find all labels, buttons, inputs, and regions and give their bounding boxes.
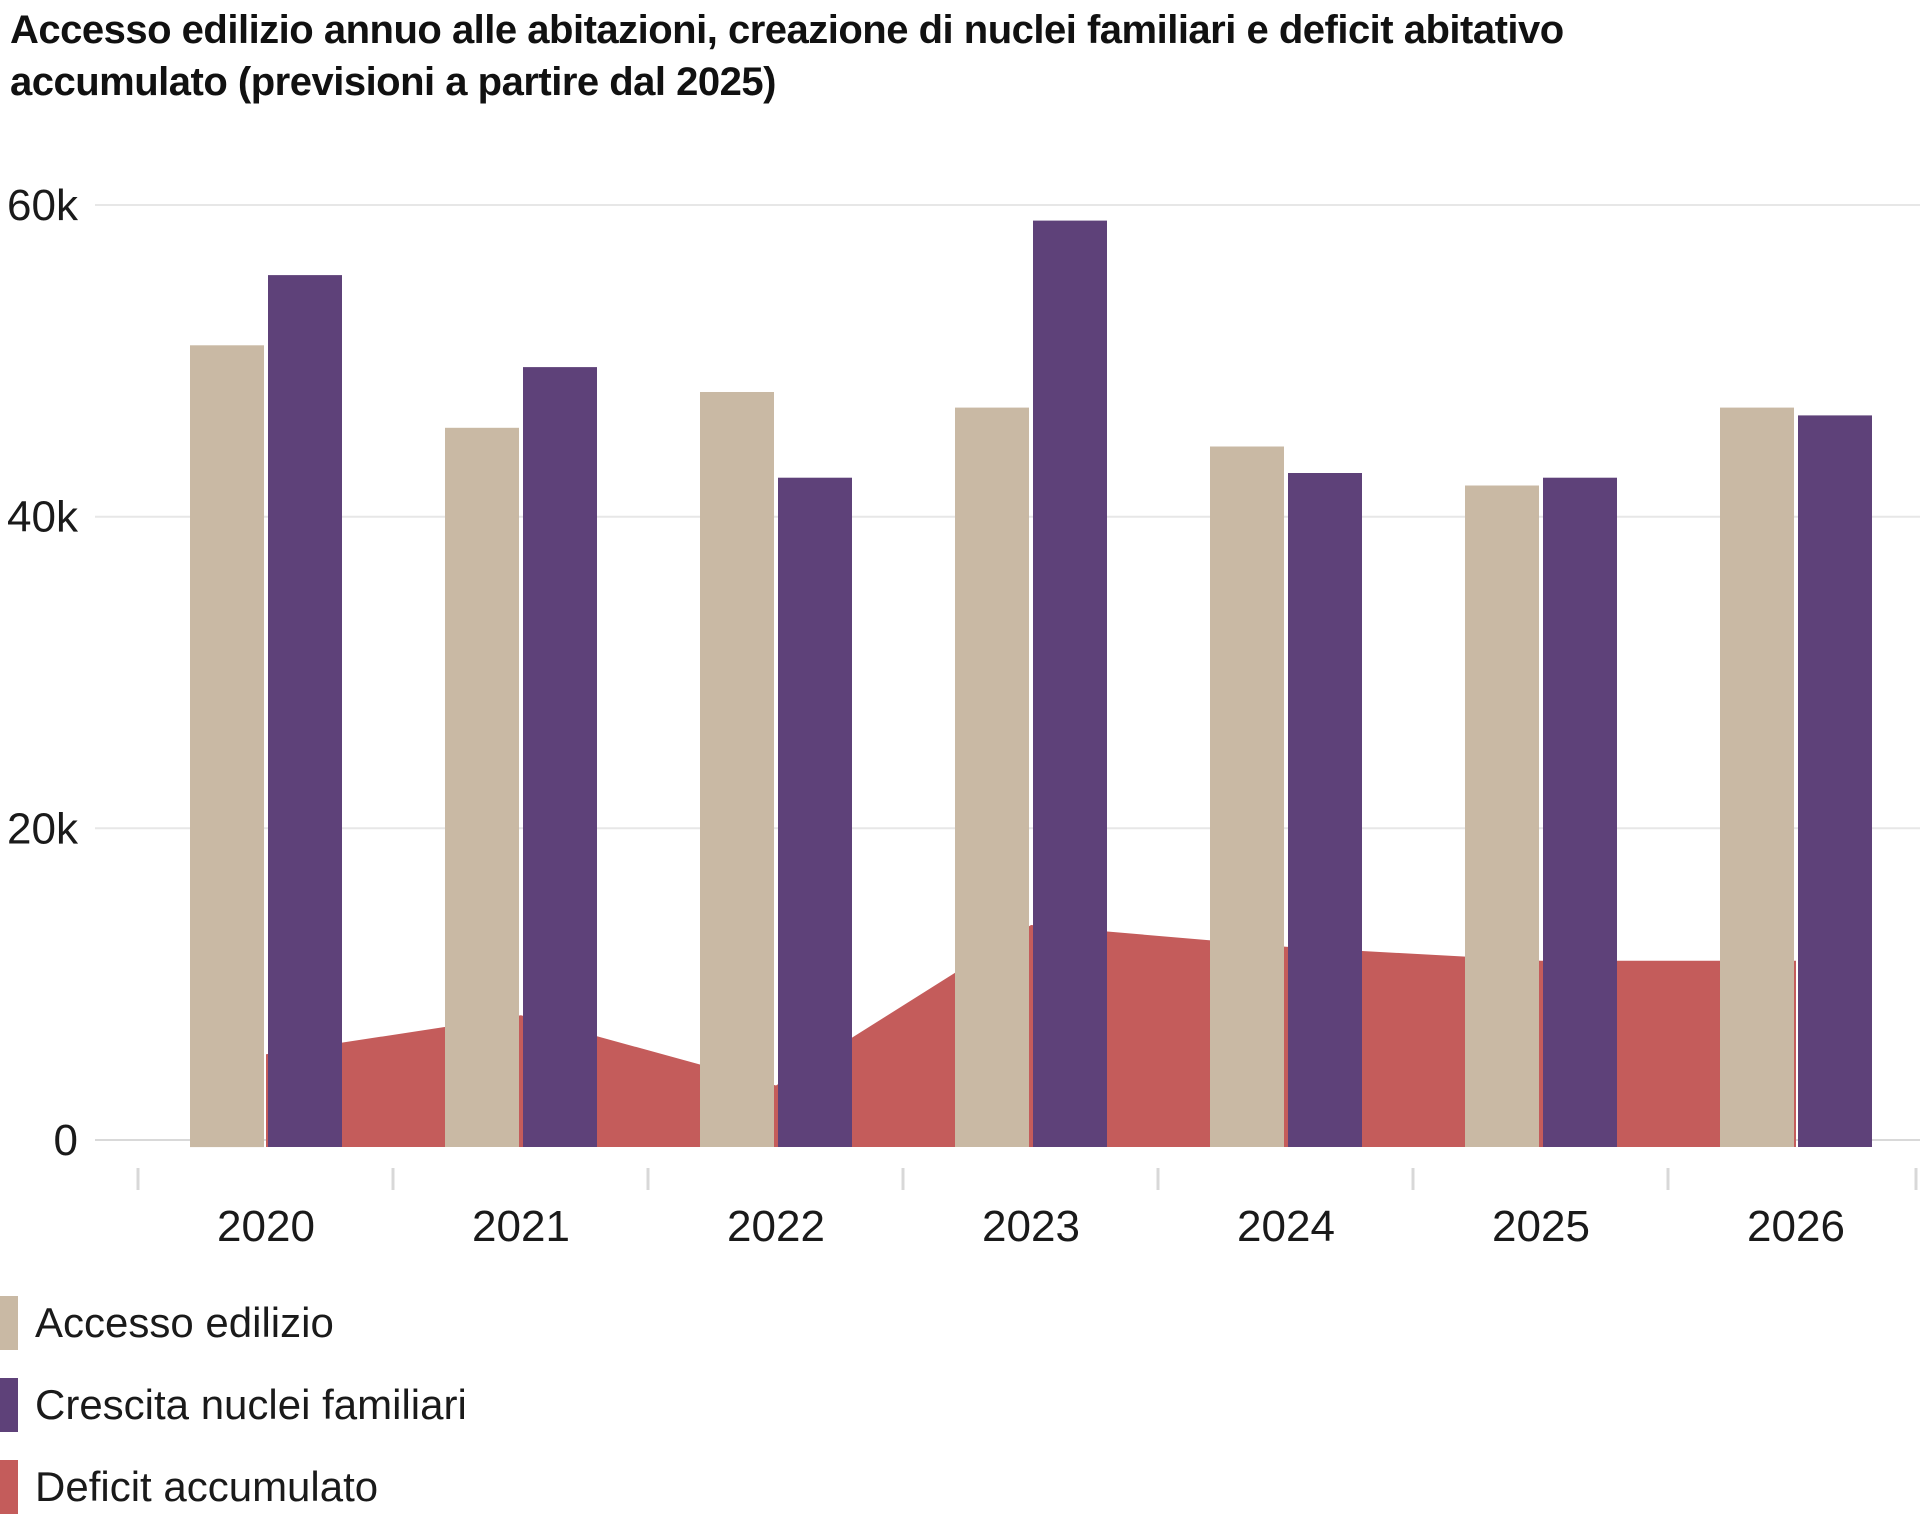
- chart-title: Accesso edilizio annuo alle abitazioni, …: [10, 4, 1890, 108]
- chart-legend: Accesso edilizio Crescita nuclei familia…: [0, 1296, 467, 1517]
- svg-text:0: 0: [54, 1116, 78, 1165]
- accesso-edilizio-swatch-icon: [0, 1296, 18, 1350]
- svg-text:20k: 20k: [7, 804, 79, 853]
- legend-label: Accesso edilizio: [35, 1299, 334, 1346]
- svg-text:2022: 2022: [727, 1202, 825, 1251]
- svg-text:2021: 2021: [472, 1202, 570, 1251]
- legend-label: Deficit accumulato: [35, 1463, 379, 1510]
- svg-text:2026: 2026: [1747, 1202, 1845, 1251]
- chart-title-line1: Accesso edilizio annuo alle abitazioni, …: [10, 8, 1564, 52]
- svg-text:2025: 2025: [1492, 1202, 1590, 1251]
- chart-title-line2: accumulato (previsioni a partire dal 202…: [10, 60, 776, 104]
- svg-text:60k: 60k: [7, 181, 79, 230]
- svg-text:2023: 2023: [982, 1202, 1080, 1251]
- svg-text:2020: 2020: [217, 1202, 315, 1251]
- chart-plot-area: 60k 40k 20k 0 2020 2021 2022 2023 2024 2025 2026: [7, 181, 1920, 1251]
- legend-item-accesso-edilizio: Accesso edilizio: [0, 1296, 467, 1350]
- legend-label: Crescita nuclei familiari: [35, 1381, 467, 1428]
- svg-text:2024: 2024: [1237, 1202, 1335, 1251]
- legend-item-crescita-nuclei-familiari: Crescita nuclei familiari: [0, 1378, 467, 1432]
- svg-text:40k: 40k: [7, 493, 79, 542]
- legend-item-deficit-accumulato: Deficit accumulato: [0, 1460, 467, 1514]
- deficit-accumulato-swatch-icon: [0, 1460, 18, 1514]
- crescita-nuclei-swatch-icon: [0, 1378, 18, 1432]
